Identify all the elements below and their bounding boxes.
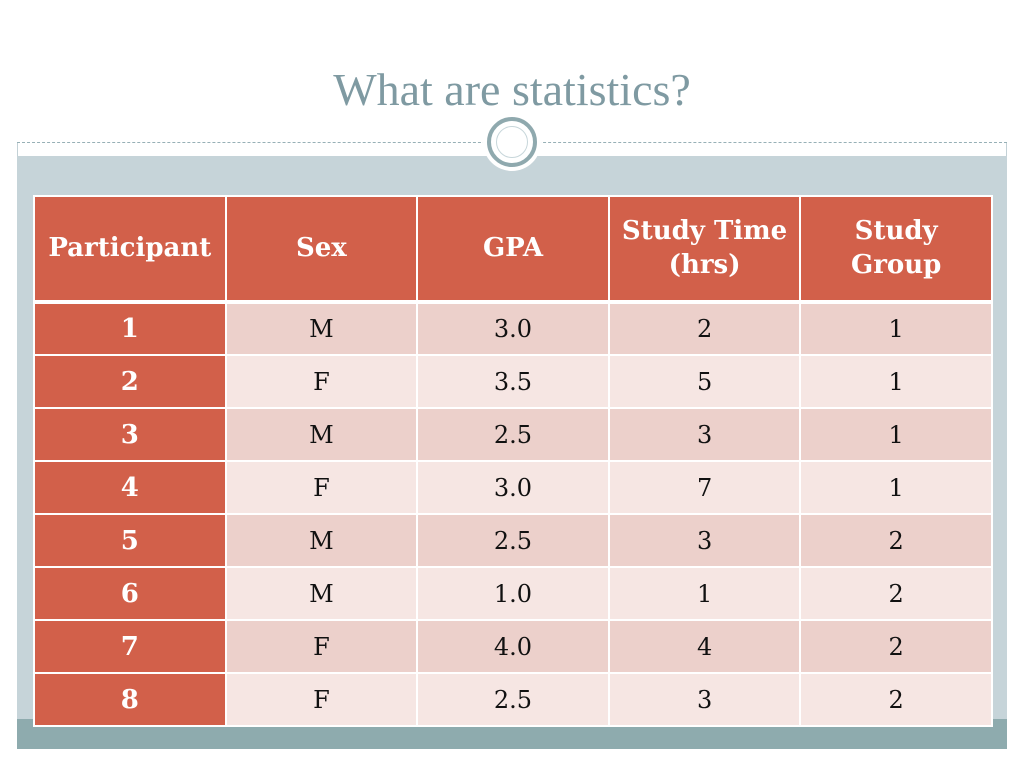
cell-study-group: 2 [799, 672, 993, 727]
cell-study-group: 2 [799, 619, 993, 674]
cell-gpa: 2.5 [416, 407, 610, 462]
cell-study-group: 1 [799, 407, 993, 462]
table-row: 2 F 3.5 5 1 [33, 354, 993, 409]
cell-study-time: 3 [607, 513, 802, 568]
cell-gpa: 4.0 [416, 619, 610, 674]
header-study-time: Study Time (hrs) [607, 195, 802, 304]
table-row: 7 F 4.0 4 2 [33, 619, 993, 674]
cell-sex: F [224, 619, 419, 674]
data-table: Participant Sex GPA Study Time (hrs) Stu… [33, 195, 993, 727]
cell-participant: 1 [33, 301, 227, 356]
cell-study-time: 2 [607, 301, 802, 356]
header-gpa: GPA [416, 195, 610, 304]
cell-sex: F [224, 672, 419, 727]
header-participant: Participant [33, 195, 227, 304]
slide-title: What are statistics? [333, 64, 691, 115]
circle-medallion-icon [483, 113, 541, 171]
cell-participant: 5 [33, 513, 227, 568]
cell-participant: 7 [33, 619, 227, 674]
cell-study-group: 2 [799, 513, 993, 568]
cell-sex: M [224, 301, 419, 356]
cell-study-time: 3 [607, 407, 802, 462]
cell-study-group: 1 [799, 460, 993, 515]
table-row: 4 F 3.0 7 1 [33, 460, 993, 515]
cell-gpa: 1.0 [416, 566, 610, 621]
cell-study-time: 4 [607, 619, 802, 674]
cell-study-time: 3 [607, 672, 802, 727]
table-body: 1 M 3.0 2 1 2 F 3.5 5 1 3 M 2.5 3 1 4 F 3.0 7 1 5 M 2.5 3 2 6 M 1.0… [33, 301, 993, 727]
table-row: 5 M 2.5 3 2 [33, 513, 993, 568]
cell-sex: F [224, 354, 419, 409]
medallion-ring [487, 117, 537, 167]
cell-sex: M [224, 513, 419, 568]
header-study-group: Study Group [799, 195, 993, 304]
cell-sex: F [224, 460, 419, 515]
medallion-inner-ring [496, 126, 528, 158]
cell-participant: 2 [33, 354, 227, 409]
table-header-row: Participant Sex GPA Study Time (hrs) Stu… [33, 195, 993, 304]
cell-gpa: 3.0 [416, 460, 610, 515]
table-row: 3 M 2.5 3 1 [33, 407, 993, 462]
cell-participant: 8 [33, 672, 227, 727]
cell-participant: 6 [33, 566, 227, 621]
cell-sex: M [224, 566, 419, 621]
cell-gpa: 3.5 [416, 354, 610, 409]
cell-study-time: 1 [607, 566, 802, 621]
cell-participant: 4 [33, 460, 227, 515]
cell-sex: M [224, 407, 419, 462]
table-row: 1 M 3.0 2 1 [33, 301, 993, 356]
cell-study-group: 1 [799, 354, 993, 409]
cell-study-group: 2 [799, 566, 993, 621]
cell-study-time: 7 [607, 460, 802, 515]
cell-participant: 3 [33, 407, 227, 462]
cell-gpa: 2.5 [416, 513, 610, 568]
cell-gpa: 2.5 [416, 672, 610, 727]
table-row: 8 F 2.5 3 2 [33, 672, 993, 727]
cell-gpa: 3.0 [416, 301, 610, 356]
header-sex: Sex [224, 195, 419, 304]
cell-study-time: 5 [607, 354, 802, 409]
table-row: 6 M 1.0 1 2 [33, 566, 993, 621]
cell-study-group: 1 [799, 301, 993, 356]
